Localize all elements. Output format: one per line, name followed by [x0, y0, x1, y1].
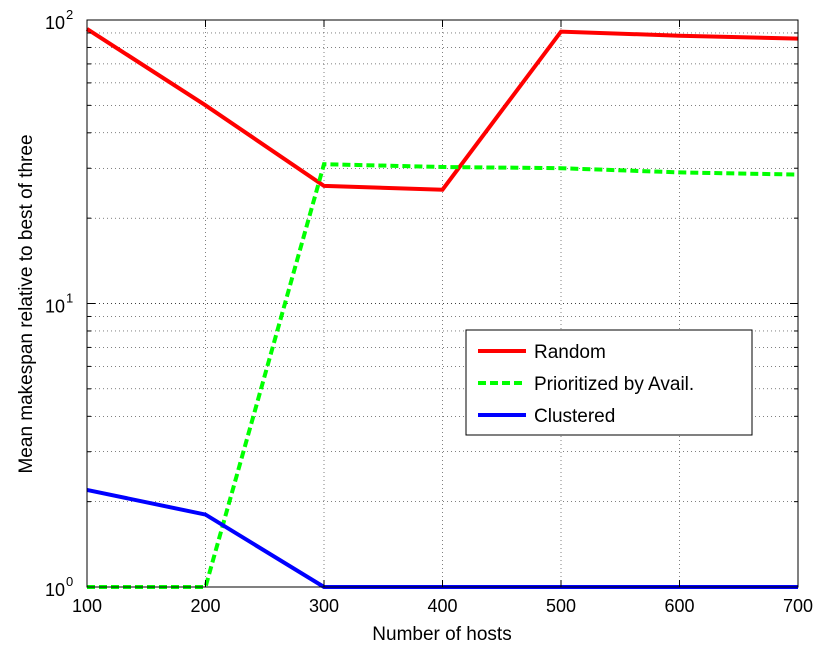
legend-box [465, 329, 753, 436]
y-tick-base: 10 [45, 13, 65, 33]
x-tick-label: 300 [309, 596, 339, 616]
legend-label: Clustered [534, 406, 615, 427]
x-tick-label: 100 [72, 596, 102, 616]
y-tick-exponent: 2 [66, 7, 73, 22]
y-tick-label: 10 2 [45, 7, 73, 33]
x-tick-label: 600 [664, 596, 694, 616]
axis-ticks [86, 19, 799, 588]
legend-label: Prioritized by Avail. [534, 374, 694, 395]
x-tick-label: 200 [190, 596, 220, 616]
y-tick-base: 10 [45, 297, 65, 317]
legend: Random Prioritized by Avail. Clustered [465, 329, 753, 436]
x-tick-label: 700 [783, 596, 813, 616]
y-axis-label: Mean makespan relative to best of three [16, 134, 37, 473]
x-axis-label: Number of hosts [372, 624, 511, 645]
y-tick-label: 10 1 [45, 291, 73, 317]
y-tick-exponent: 1 [66, 291, 73, 306]
y-tick-exponent: 0 [66, 574, 73, 589]
y-tick-label: 10 0 [45, 574, 73, 600]
x-tick-label: 400 [427, 596, 457, 616]
series-line-prioritized-by-avail [87, 162, 799, 589]
x-tick-labels: 100 200 300 400 500 600 700 [72, 596, 813, 616]
y-tick-base: 10 [45, 580, 65, 600]
x-tick-label: 500 [546, 596, 576, 616]
series-line-random [85, 27, 799, 192]
legend-label: Random [534, 342, 606, 363]
